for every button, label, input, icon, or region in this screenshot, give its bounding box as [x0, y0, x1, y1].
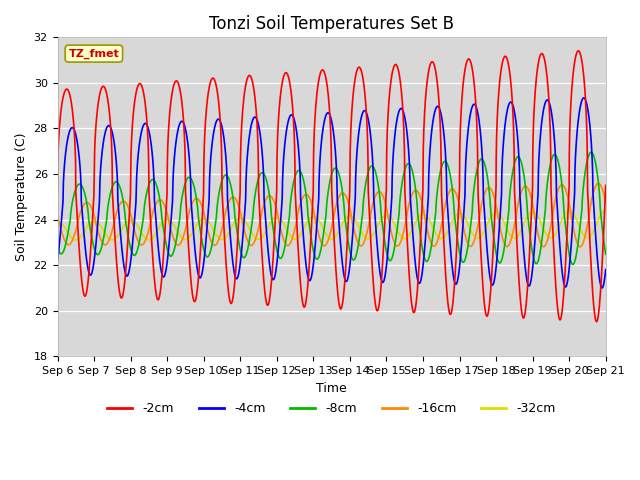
-4cm: [532, 225, 540, 231]
-4cm: [602, 267, 609, 273]
-8cm: [287, 191, 295, 197]
Line: -4cm: -4cm: [58, 98, 605, 288]
Y-axis label: Soil Temperature (C): Soil Temperature (C): [15, 132, 28, 261]
-16cm: [595, 180, 602, 186]
-16cm: [54, 213, 61, 219]
-32cm: [591, 225, 599, 230]
Line: -16cm: -16cm: [58, 183, 605, 247]
-8cm: [602, 252, 609, 257]
-4cm: [54, 257, 61, 263]
-32cm: [116, 229, 124, 235]
-16cm: [116, 201, 124, 207]
-2cm: [575, 48, 582, 54]
-16cm: [576, 244, 584, 250]
-4cm: [580, 95, 588, 101]
-8cm: [148, 177, 156, 182]
-8cm: [54, 244, 61, 250]
-32cm: [264, 225, 272, 230]
-32cm: [149, 235, 157, 240]
Line: -8cm: -8cm: [58, 152, 605, 264]
-16cm: [148, 211, 156, 216]
-4cm: [287, 112, 295, 118]
-2cm: [532, 81, 540, 86]
-4cm: [148, 155, 156, 160]
-4cm: [591, 225, 599, 230]
-8cm: [588, 149, 595, 155]
-16cm: [264, 194, 271, 200]
-2cm: [287, 93, 295, 98]
-8cm: [591, 159, 599, 165]
-4cm: [116, 226, 124, 231]
Legend: -2cm, -4cm, -8cm, -16cm, -32cm: -2cm, -4cm, -8cm, -16cm, -32cm: [102, 397, 561, 420]
-2cm: [593, 319, 600, 324]
-2cm: [591, 314, 599, 320]
-2cm: [116, 292, 124, 298]
-8cm: [116, 185, 124, 191]
Line: -32cm: -32cm: [58, 211, 605, 240]
-8cm: [569, 262, 577, 267]
-16cm: [591, 184, 599, 190]
Text: TZ_fmet: TZ_fmet: [68, 48, 119, 59]
-16cm: [602, 199, 609, 205]
-2cm: [54, 190, 61, 195]
-16cm: [287, 238, 295, 243]
-32cm: [532, 211, 540, 217]
Line: -2cm: -2cm: [58, 51, 605, 322]
-8cm: [532, 261, 540, 266]
Title: Tonzi Soil Temperatures Set B: Tonzi Soil Temperatures Set B: [209, 15, 454, 33]
-16cm: [532, 221, 540, 227]
-8cm: [264, 182, 271, 188]
X-axis label: Time: Time: [316, 382, 347, 395]
-32cm: [72, 237, 79, 243]
-32cm: [54, 219, 61, 225]
-2cm: [602, 182, 609, 188]
-4cm: [598, 285, 606, 291]
-32cm: [602, 208, 609, 214]
-4cm: [264, 244, 271, 250]
-2cm: [148, 252, 156, 258]
-32cm: [288, 234, 296, 240]
-2cm: [264, 302, 271, 308]
